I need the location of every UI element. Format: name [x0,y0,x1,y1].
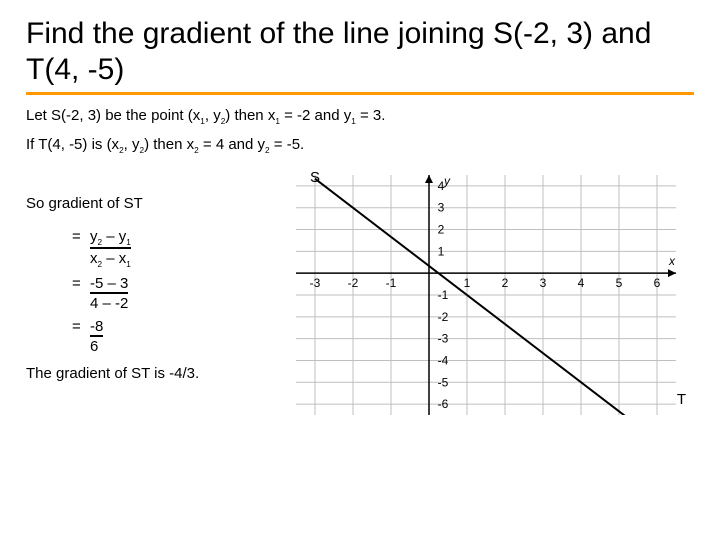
denominator: 6 [90,337,103,355]
text-seg: – x [102,250,126,267]
title-underline [26,92,694,95]
text-seg: y [90,228,98,245]
text-seg: x [90,250,98,267]
svg-text:-2: -2 [438,310,449,324]
text-seg: , y [124,136,140,153]
text-seg: ) then x [144,136,194,153]
text-seg: , y [205,107,221,124]
formula-fraction: = y2 – y1 x2 – x1 [72,228,286,269]
text-seg: – y [102,228,126,245]
svg-text:-3: -3 [438,332,449,346]
svg-text:-2: -2 [348,276,359,290]
substitution-fraction: = -5 – 3 4 – -2 [72,275,286,312]
denominator: 4 – -2 [90,294,128,312]
numerator: -5 – 3 [90,275,128,294]
point-s-label: S [310,169,320,186]
numerator: -8 [90,318,103,337]
svg-text:5: 5 [616,276,623,290]
equals-sign: = [72,318,90,335]
text-seg: = 4 and y [199,136,265,153]
svg-text:-3: -3 [310,276,321,290]
definition-line-2: If T(4, -5) is (x2, y2) then x2 = 4 and … [26,136,694,155]
text-seg: If T(4, -5) is (x [26,136,119,153]
svg-text:3: 3 [540,276,547,290]
definition-line-1: Let S(-2, 3) be the point (x1, y2) then … [26,107,694,126]
text-seg: = -2 and y [280,107,351,124]
text-seg: = -5. [270,136,305,153]
equals-sign: = [72,228,90,245]
slide-title: Find the gradient of the line joining S(… [26,16,694,88]
svg-text:-5: -5 [438,375,449,389]
text-seg: ) then x [225,107,275,124]
svg-text:y: y [443,174,451,188]
svg-text:-1: -1 [386,276,397,290]
result-fraction: = -8 6 [72,318,286,355]
svg-text:-1: -1 [438,288,449,302]
svg-text:-6: -6 [438,397,449,411]
text-seg: = 3. [356,107,386,124]
svg-text:6: 6 [654,276,661,290]
conclusion-text: The gradient of ST is -4/3. [26,365,286,382]
svg-text:2: 2 [438,223,445,237]
svg-text:4: 4 [578,276,585,290]
svg-text:3: 3 [438,201,445,215]
so-gradient-text: So gradient of ST [26,195,286,212]
svg-text:1: 1 [464,276,471,290]
line-graph: -3-2-11234561234-1-2-3-4-5-6xy [286,165,686,425]
text-seg: Let S(-2, 3) be the point (x [26,107,200,124]
svg-text:x: x [668,254,676,268]
point-t-label: T [677,391,686,408]
svg-text:-4: -4 [438,353,449,367]
svg-text:2: 2 [502,276,509,290]
equals-sign: = [72,275,90,292]
svg-text:1: 1 [438,244,445,258]
